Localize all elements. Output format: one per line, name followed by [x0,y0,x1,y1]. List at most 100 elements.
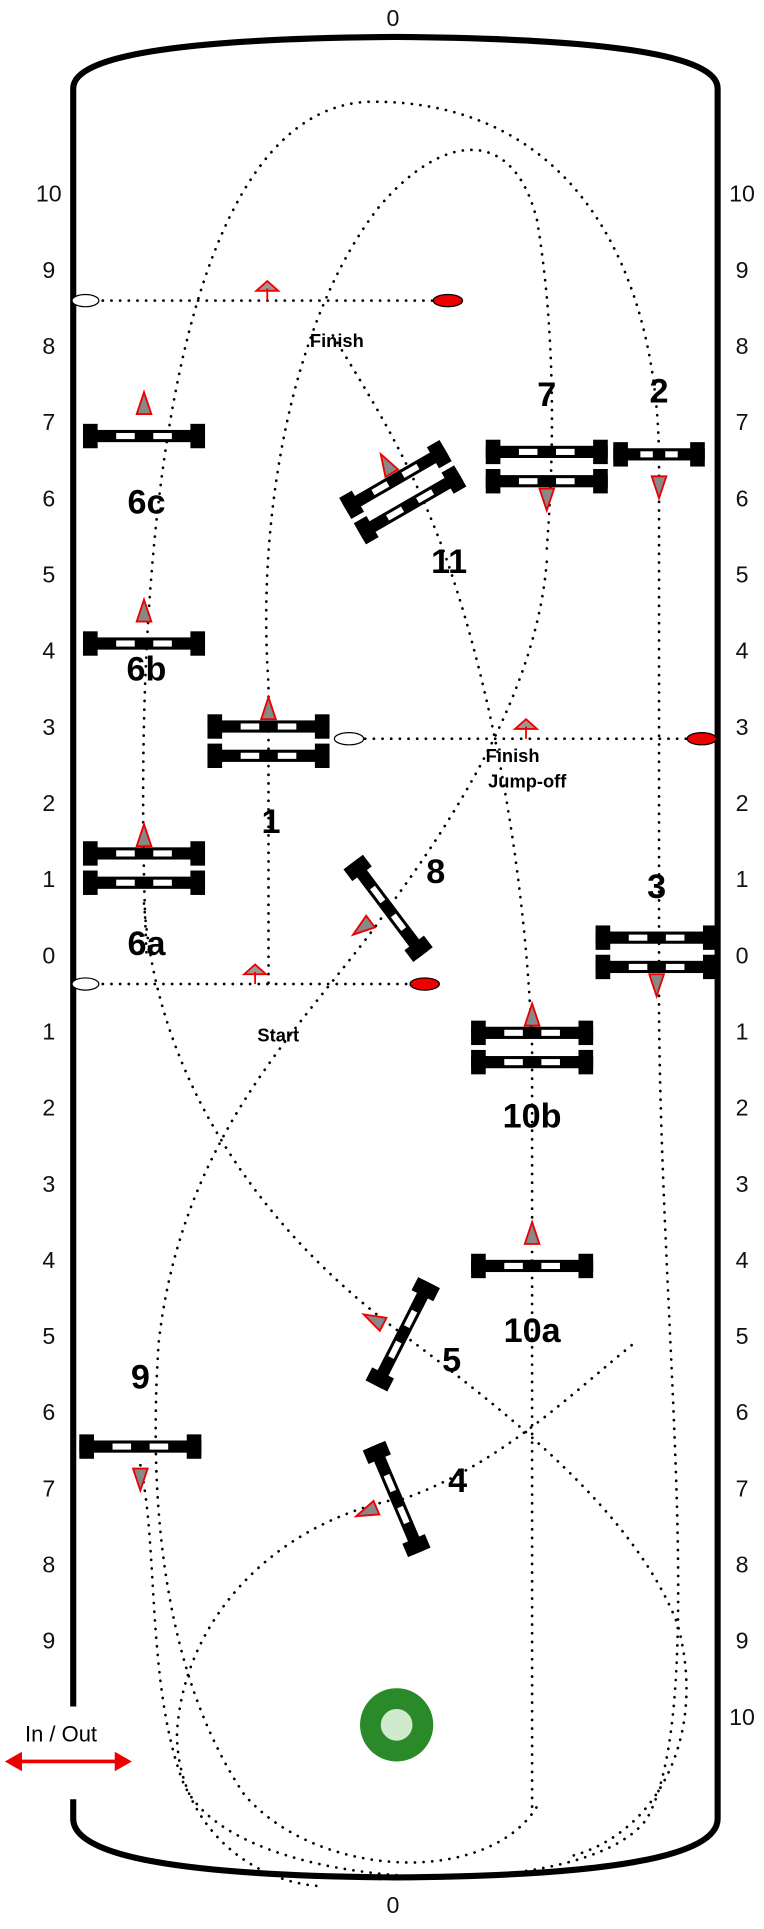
wing [207,714,223,739]
arena-wall [70,33,721,1881]
right-scale-label: 5 [736,562,749,588]
left-scale-label: 9 [42,257,55,283]
direction-arrowhead [523,1219,541,1245]
wing [411,1277,440,1302]
left-scale-label: 1 [42,866,55,892]
left-scale-label: 5 [42,1323,55,1349]
fence [353,1440,431,1558]
wing [578,1049,594,1075]
left-scale-label: 9 [42,1628,55,1654]
fence-number: 6c [127,483,165,521]
course-path [154,560,549,1864]
wing [578,1020,594,1046]
right-scale-label: 7 [736,1475,749,1501]
wing [362,1440,391,1464]
pole-stripe [153,432,172,440]
right-scale-label: 3 [736,714,749,740]
pole-stripe [541,1029,560,1036]
fence-number: 1 [261,803,280,841]
pole-stripe [640,451,653,458]
right-scale-label: 6 [736,485,749,511]
fence [207,694,330,769]
pole [595,931,718,944]
pole-stripe [370,885,386,904]
fence [471,1219,594,1279]
pole-stripe [628,934,648,941]
direction-arrowhead [135,821,153,848]
pole [471,1259,594,1273]
fence-number: 7 [537,376,556,414]
right-scale-label: 4 [736,638,749,664]
left-scale-label: 5 [42,562,55,588]
line-marker [686,732,718,746]
fence-number: 8 [426,853,445,891]
left-scale-label: 3 [42,1171,55,1197]
fence [82,821,206,895]
wing [702,925,718,950]
line-marker [333,732,365,746]
wing [190,870,206,895]
right-scale-label: 8 [736,1552,749,1578]
direction-arrowhead [361,1313,388,1333]
wing [190,631,206,656]
fence [79,1434,202,1494]
fence [613,442,705,502]
fence [343,854,433,963]
start-label: Start [257,1024,299,1045]
direction-arrowhead [135,389,153,415]
direction-arrowhead [650,475,668,502]
wing [595,954,611,980]
fence-number: 3 [647,868,666,906]
pole-stripe [112,1443,132,1450]
pole-stripe [541,1059,560,1066]
direction-arrowhead [131,1467,149,1494]
fence-number: 6b [127,651,167,689]
pole-stripe [390,913,407,931]
pole-stripe [665,934,685,941]
right-scale-label: 7 [736,409,749,435]
pole-stripe [665,451,678,458]
line-marker [432,293,464,308]
pole [368,1443,425,1555]
course-path [175,1497,398,1888]
right-scale-label: 10 [729,1704,755,1730]
course-path [401,1341,636,1501]
bottom-label: 0 [387,1892,400,1918]
pole [613,448,705,461]
wing [190,423,206,449]
pole-stripe [383,1473,397,1493]
pole-stripe [116,850,135,857]
direction-arrow [253,279,281,301]
direction-arrowhead [135,596,153,623]
pole-stripe [386,506,405,521]
right-scale-label: 1 [736,866,749,892]
line-arrows [241,279,540,985]
wing [593,468,608,494]
right-scale-label: 8 [736,333,749,359]
wing [471,1020,486,1046]
direction-arrow [512,717,540,739]
course-path [264,148,554,985]
wing [578,1253,594,1279]
pole-stripe [277,723,297,730]
line-marker [71,293,100,308]
pole [342,445,449,514]
left-scale-label: 6 [42,1399,55,1425]
wing [79,1434,94,1459]
pole [348,858,428,959]
jumpoff-finish-label: Finish [486,745,540,766]
course-path [139,100,680,1879]
right-scale-label: 4 [736,1247,749,1273]
pole [356,470,464,540]
wing [82,631,98,656]
fence [339,439,467,545]
pole-stripe [153,850,172,857]
wing [426,439,452,469]
tree [360,1688,434,1762]
pole-stripe [504,1262,523,1270]
pole [82,637,206,650]
right-scale-label: 2 [736,790,749,816]
pole-stripe [240,723,260,730]
left-scale-label: 6 [42,485,55,511]
